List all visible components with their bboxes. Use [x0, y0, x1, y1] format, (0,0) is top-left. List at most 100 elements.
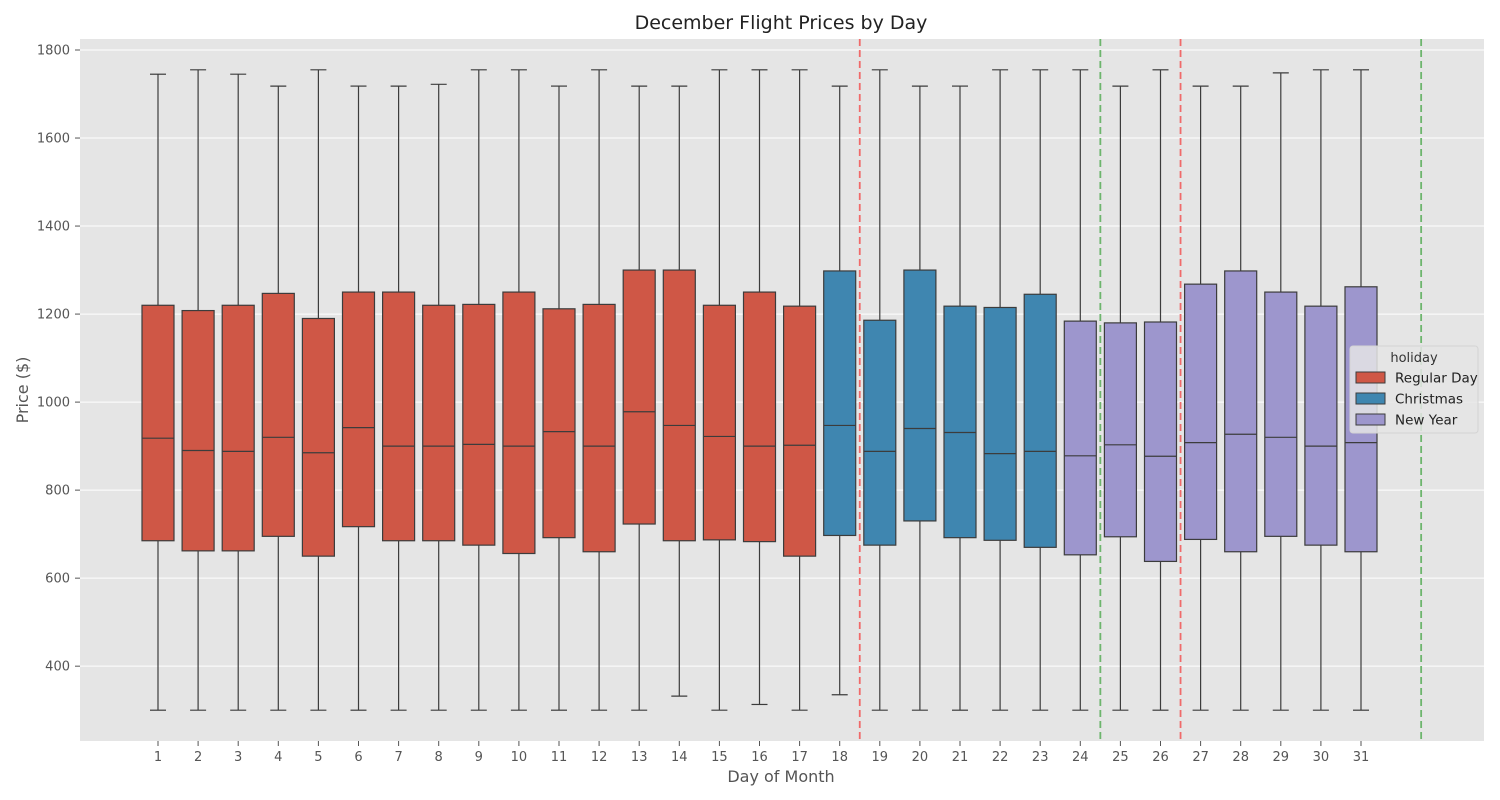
x-tick-label: 4 — [274, 750, 282, 765]
x-tick-label: 12 — [591, 750, 608, 765]
box-day-27 — [1183, 85, 1218, 711]
y-tick-label: 1200 — [37, 308, 70, 323]
box-day-5 — [301, 69, 335, 711]
iqr-box — [742, 291, 777, 543]
box-day-16 — [742, 69, 777, 706]
x-tick-label: 21 — [952, 750, 969, 765]
y-axis-title: Price ($) — [13, 357, 32, 424]
box-day-7 — [382, 85, 416, 711]
iqr-box — [1103, 322, 1138, 538]
x-tick-label: 7 — [394, 750, 402, 765]
iqr-box — [1183, 283, 1218, 541]
iqr-box — [622, 269, 656, 525]
box-day-4 — [261, 85, 295, 711]
iqr-box — [1224, 270, 1258, 553]
iqr-box — [181, 309, 215, 552]
box-day-9 — [462, 69, 496, 711]
iqr-box — [1063, 320, 1097, 556]
x-tick-label: 20 — [912, 750, 929, 765]
legend-label: Christmas — [1395, 392, 1463, 408]
iqr-box — [983, 306, 1017, 541]
box-day-17 — [782, 69, 817, 711]
y-tick-label: 1000 — [37, 396, 70, 411]
iqr-box — [662, 269, 696, 542]
box-day-29 — [1264, 72, 1298, 711]
box-day-28 — [1224, 85, 1258, 711]
legend-entries: Regular Day Christmas New Year — [1355, 371, 1478, 429]
y-tick-label: 1400 — [37, 220, 70, 235]
x-tick-label: 19 — [872, 750, 889, 765]
x-tick-label: 15 — [711, 750, 728, 765]
chart-title: December Flight Prices by Day — [635, 12, 928, 34]
legend-label: New Year — [1395, 413, 1458, 429]
box-day-18 — [823, 85, 857, 696]
legend-title: holiday — [1390, 351, 1438, 366]
y-tick-label: 1600 — [37, 132, 70, 147]
x-tick-label: 22 — [992, 750, 1009, 765]
box-day-30 — [1304, 69, 1338, 711]
box-day-12 — [582, 69, 616, 711]
box-day-13 — [622, 85, 656, 711]
box-day-26 — [1143, 69, 1178, 711]
x-tick-label: 18 — [831, 750, 848, 765]
iqr-box — [502, 291, 536, 555]
x-tick-label: 3 — [234, 750, 242, 765]
legend-label: Regular Day — [1395, 371, 1478, 387]
y-tick-label: 400 — [45, 660, 70, 675]
box-day-23 — [1023, 69, 1057, 711]
box-day-15 — [702, 69, 737, 711]
x-tick-label: 24 — [1072, 750, 1089, 765]
iqr-box — [1264, 291, 1298, 537]
x-tick-label: 29 — [1273, 750, 1290, 765]
x-axis-title: Day of Month — [727, 767, 834, 786]
box-day-6 — [341, 85, 376, 711]
box-day-21 — [943, 85, 977, 711]
box-day-19 — [863, 69, 897, 711]
y-tick-label: 1800 — [37, 44, 70, 59]
box-day-10 — [502, 69, 536, 711]
iqr-box — [943, 305, 977, 539]
iqr-box — [462, 303, 496, 546]
x-tick-label: 1 — [154, 750, 162, 765]
box-series — [141, 69, 1378, 711]
iqr-box — [863, 319, 897, 546]
iqr-box — [823, 270, 857, 537]
box-day-11 — [542, 85, 576, 711]
x-tick-label: 30 — [1313, 750, 1330, 765]
x-tick-label: 14 — [671, 750, 688, 765]
box-day-2 — [181, 69, 215, 711]
x-tick-label: 28 — [1232, 750, 1249, 765]
x-tick-label: 25 — [1112, 750, 1129, 765]
legend-frame — [1349, 345, 1479, 434]
x-tick-label: 11 — [551, 750, 568, 765]
legend-swatch — [1355, 392, 1386, 405]
x-tick-label: 6 — [354, 750, 362, 765]
x-tick-label: 23 — [1032, 750, 1049, 765]
iqr-box — [422, 304, 456, 542]
legend-swatch — [1355, 371, 1386, 384]
iqr-box — [542, 308, 576, 539]
iqr-box — [1143, 321, 1178, 563]
y-axis-ticks: 400 600 800 1000 1200 1400 1600 1800 — [37, 44, 80, 675]
x-tick-label: 5 — [314, 750, 322, 765]
box-day-1 — [141, 73, 175, 711]
box-day-8 — [422, 83, 456, 711]
y-tick-label: 600 — [45, 572, 70, 587]
y-tick-label: 800 — [45, 484, 70, 499]
legend-swatch — [1355, 413, 1386, 426]
iqr-box — [341, 291, 376, 528]
x-tick-label: 26 — [1152, 750, 1169, 765]
box-day-3 — [221, 73, 255, 711]
x-tick-label: 17 — [791, 750, 808, 765]
x-tick-label: 27 — [1192, 750, 1209, 765]
iqr-box — [221, 304, 255, 552]
iqr-box — [582, 303, 616, 553]
box-day-22 — [983, 69, 1017, 711]
iqr-box — [141, 304, 175, 542]
x-axis-ticks: 1 2 3 4 5 6 7 8 9 10 11 12 13 14 15 16 17 18 19 20 21 22 23 24 2… — [154, 741, 1369, 765]
iqr-box — [702, 304, 737, 541]
x-tick-label: 16 — [751, 750, 768, 765]
box-day-14 — [662, 85, 696, 697]
iqr-box — [1304, 305, 1338, 546]
